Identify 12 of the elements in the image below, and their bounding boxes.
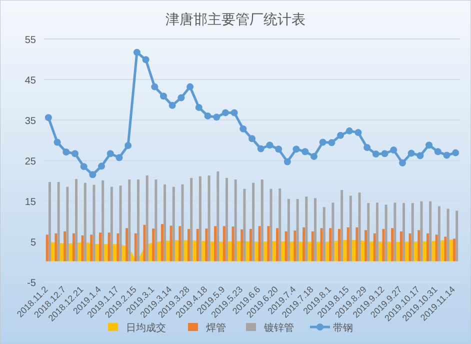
legend-label: 日均成交: [126, 322, 166, 334]
legend-label: 镀锌管: [263, 322, 294, 334]
chart-title: 津唐邯主要管厂统计表: [166, 11, 306, 27]
y-tick-label: 35: [24, 116, 36, 127]
legend-label: 焊管: [206, 322, 226, 334]
y-tick-label: -5: [27, 278, 36, 289]
y-tick-label: 45: [24, 76, 36, 86]
legend-label: 带钢: [333, 322, 353, 334]
y-tick-label: 15: [24, 197, 36, 208]
y-tick-label: 55: [24, 35, 36, 46]
y-tick-label: 5: [30, 238, 36, 248]
y-tick-label: 25: [24, 156, 36, 168]
